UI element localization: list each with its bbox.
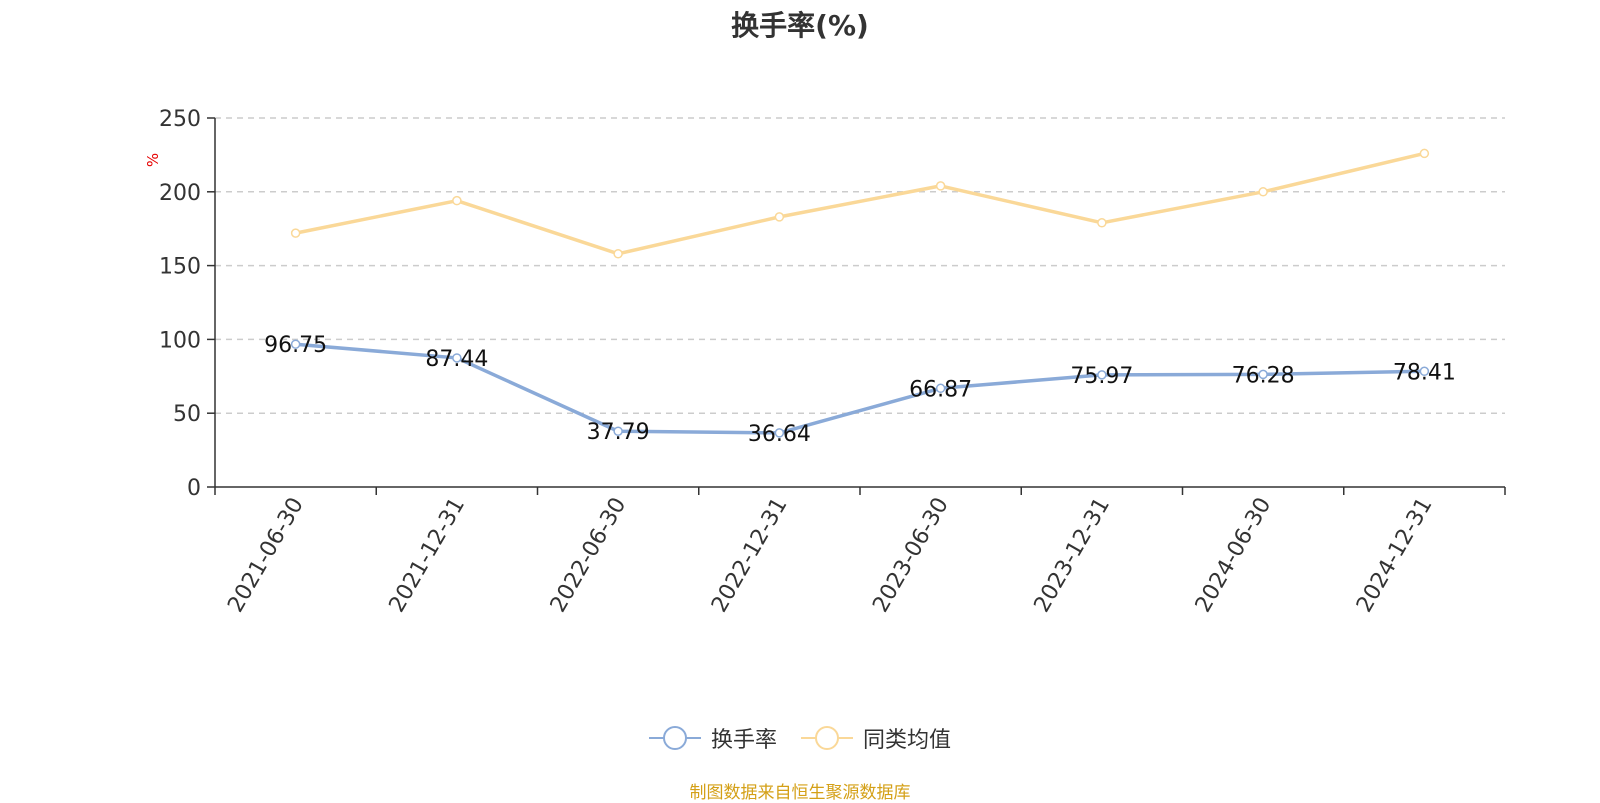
- data-point-1: [1097, 218, 1107, 228]
- legend-label-peer-average: 同类均值: [863, 728, 952, 753]
- grid-lines: [215, 117, 1505, 414]
- data-point-1: [1419, 148, 1430, 159]
- data-point-0: [1258, 369, 1268, 380]
- data-point-0: [452, 353, 462, 363]
- data-labels: 96.75 87.44 37.79 36.64 66.87 75.97 76.28 78.41: [264, 333, 1456, 447]
- y-tick-label: 100: [159, 328, 201, 353]
- data-label: 75.97: [1070, 364, 1133, 389]
- legend-item-peer-average[interactable]: 同类均值: [801, 722, 951, 754]
- legend-marker-turnover: [648, 725, 701, 751]
- y-tick-label: 150: [159, 255, 201, 280]
- legend-item-turnover[interactable]: 换手率: [648, 722, 777, 754]
- data-label: 76.28: [1232, 363, 1295, 388]
- x-tick-label: 2024-12-31: [1352, 494, 1438, 617]
- data-point-1: [452, 195, 462, 206]
- data-point-1: [290, 228, 301, 238]
- data-point-0: [613, 426, 623, 436]
- data-label: 87.44: [425, 347, 488, 372]
- source-note: 制图数据来自恒生聚源数据库: [689, 783, 911, 803]
- y-tick-label: 250: [159, 107, 201, 132]
- y-axis-unit-label: %: [144, 153, 162, 167]
- data-point-1: [935, 181, 946, 191]
- x-tick-label: 2021-06-30: [223, 494, 309, 617]
- data-point-1: [613, 249, 623, 259]
- x-tick-label: 2023-06-30: [868, 494, 954, 617]
- data-label: 66.87: [909, 377, 972, 402]
- series-lines: [290, 148, 1430, 438]
- data-point-0: [290, 339, 301, 349]
- series-line-1: [295, 151, 1425, 256]
- data-label: 37.79: [587, 420, 650, 445]
- data-point-1: [774, 212, 785, 222]
- legend-marker-peer-average: [801, 725, 853, 751]
- x-tick-label: 2023-12-31: [1029, 494, 1115, 617]
- chart-title: 换手率(%): [731, 9, 869, 42]
- data-point-1: [1258, 187, 1268, 197]
- y-tick-label: 0: [187, 476, 201, 501]
- data-label: 96.75: [264, 333, 327, 358]
- data-label: 78.41: [1393, 360, 1456, 385]
- x-tick-label: 2024-06-30: [1191, 494, 1277, 617]
- data-point-0: [774, 428, 785, 438]
- x-tick-label: 2022-06-30: [546, 494, 632, 617]
- x-tick-label: 2022-12-31: [707, 494, 793, 617]
- series-line-0: [295, 342, 1425, 435]
- legend-label-turnover: 换手率: [710, 728, 777, 753]
- data-point-0: [1419, 366, 1430, 377]
- data-point-0: [935, 383, 946, 394]
- y-tick-label: 50: [173, 402, 201, 427]
- data-point-0: [1097, 370, 1107, 380]
- data-label: 36.64: [748, 422, 811, 447]
- x-tick-label: 2021-12-31: [384, 494, 470, 617]
- y-tick-label: 200: [159, 181, 201, 206]
- legend: 换手率 同类均值: [0, 722, 1600, 754]
